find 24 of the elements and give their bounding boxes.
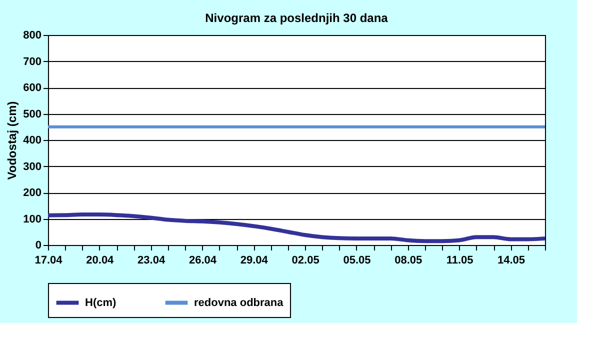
y-tick-label: 100 (23, 213, 42, 226)
x-tick-label: 02.05 (292, 254, 320, 266)
y-axis-title: Vodostaj (cm) (5, 101, 20, 180)
y-tick-label: 700 (23, 56, 42, 68)
x-tick-label: 20.04 (86, 254, 115, 266)
y-tick-label: 300 (23, 160, 42, 173)
x-tick-label: 08.05 (394, 254, 422, 266)
line-series (46, 212, 547, 244)
x-tick-label: 11.05 (446, 254, 474, 266)
y-tick-label: 600 (23, 82, 42, 94)
y-tick-label: 0 (35, 240, 42, 252)
legend-label: H(cm) (85, 296, 117, 309)
x-tick-label: 23.04 (138, 254, 166, 266)
y-tick-label: 200 (23, 187, 42, 199)
chart-title: Nivogram za poslednjih 30 dana (205, 11, 388, 25)
x-tick-label: 26.04 (188, 254, 218, 266)
y-tick-label: 500 (23, 108, 42, 120)
y-tick-label: 800 (23, 30, 42, 42)
y-tick-label: 400 (23, 134, 42, 146)
x-tick-label: 29.04 (240, 254, 269, 266)
x-tick-label: 14.05 (497, 254, 525, 266)
legend-label: redovna odbrana (194, 296, 284, 309)
x-tick-label: 17.04 (34, 254, 64, 266)
x-tick-label: 05.05 (343, 254, 371, 266)
